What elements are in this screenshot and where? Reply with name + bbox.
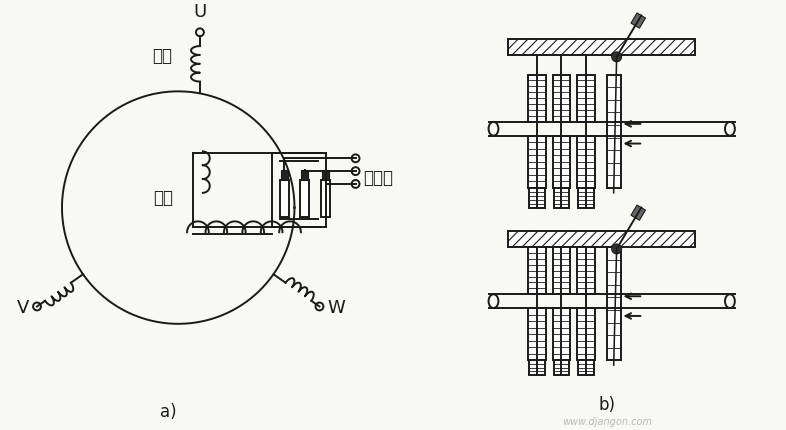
- Bar: [321, 180, 330, 218]
- Polygon shape: [631, 13, 645, 28]
- Text: b): b): [598, 396, 615, 415]
- Bar: [280, 180, 288, 218]
- Bar: [578, 360, 594, 375]
- Bar: [577, 74, 595, 122]
- Bar: [529, 188, 545, 208]
- Bar: [577, 247, 595, 294]
- Bar: [528, 308, 545, 360]
- Text: 转子: 转子: [153, 189, 174, 207]
- Text: U: U: [193, 3, 207, 22]
- Bar: [553, 360, 569, 375]
- Bar: [509, 231, 696, 247]
- Bar: [528, 247, 545, 294]
- Bar: [528, 136, 545, 188]
- Circle shape: [612, 52, 622, 62]
- Text: 定子: 定子: [152, 47, 172, 65]
- Text: W: W: [327, 299, 345, 317]
- Bar: [553, 247, 571, 294]
- Bar: [528, 74, 545, 122]
- Bar: [607, 247, 621, 360]
- Bar: [577, 136, 595, 188]
- Bar: [509, 39, 696, 55]
- Polygon shape: [631, 205, 645, 220]
- Polygon shape: [301, 170, 308, 180]
- Bar: [607, 74, 621, 188]
- Bar: [553, 136, 571, 188]
- Bar: [300, 180, 309, 218]
- Text: www.djangon.com: www.djangon.com: [562, 418, 652, 427]
- Bar: [553, 188, 569, 208]
- Circle shape: [612, 244, 622, 254]
- Bar: [578, 188, 594, 208]
- Polygon shape: [322, 170, 329, 180]
- Bar: [553, 308, 571, 360]
- Text: V: V: [17, 299, 29, 317]
- Polygon shape: [281, 170, 288, 180]
- Bar: [529, 360, 545, 375]
- Text: 集电环: 集电环: [363, 169, 394, 187]
- Text: a): a): [160, 402, 177, 421]
- Bar: [577, 308, 595, 360]
- Bar: [553, 74, 571, 122]
